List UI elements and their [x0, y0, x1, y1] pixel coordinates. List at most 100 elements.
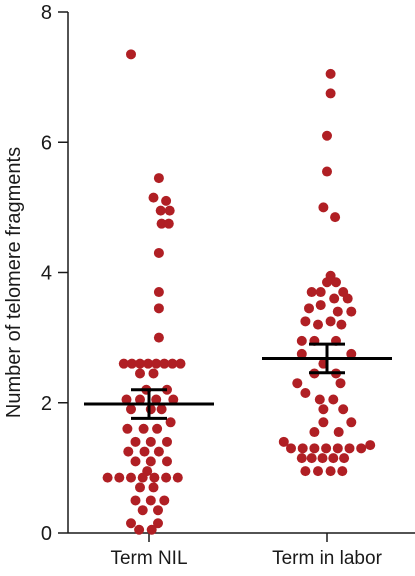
y-tick-label: 6: [41, 132, 52, 154]
data-point: [297, 443, 308, 454]
data-point: [344, 443, 355, 454]
data-point: [159, 495, 170, 506]
data-point: [167, 358, 178, 369]
data-point: [121, 394, 132, 405]
data-point: [118, 358, 129, 369]
data-point: [135, 394, 145, 405]
data-point: [134, 524, 145, 535]
data-point: [126, 518, 136, 529]
data-point: [300, 316, 311, 327]
data-point: [333, 427, 344, 438]
data-point: [318, 404, 329, 415]
data-point: [153, 332, 164, 343]
data-point: [149, 472, 160, 483]
data-point: [356, 443, 367, 454]
data-point: [321, 443, 332, 454]
data-point: [159, 358, 170, 369]
data-point: [114, 472, 125, 483]
data-point: [328, 394, 339, 405]
data-point: [330, 212, 341, 223]
summary-bars: [84, 342, 392, 420]
data-point: [331, 277, 341, 288]
data-point: [139, 446, 150, 457]
data-point: [296, 348, 307, 359]
data-point: [314, 394, 325, 405]
data-point: [151, 358, 162, 369]
data-point: [148, 368, 159, 379]
data-point: [148, 482, 159, 493]
data-point: [138, 423, 149, 434]
data-point: [153, 173, 164, 184]
data-point: [130, 436, 141, 447]
data-point: [332, 306, 343, 317]
data-point: [306, 287, 317, 298]
data-point: [346, 348, 357, 359]
data-point: [336, 319, 347, 330]
data-point: [163, 218, 174, 229]
y-tick-label: 2: [41, 393, 52, 415]
data-point: [143, 358, 154, 369]
axes: 0 2 4 6 8 Term NIL Term in labor: [41, 2, 415, 569]
data-point: [315, 287, 326, 298]
data-point: [292, 378, 303, 389]
data-point: [126, 49, 136, 60]
data-point: [155, 205, 166, 216]
data-point: [168, 394, 179, 405]
data-point: [162, 456, 172, 467]
data-point: [153, 287, 164, 298]
data-point: [152, 423, 163, 434]
y-ticks: 0 2 4 6 8: [41, 2, 68, 545]
data-point: [175, 358, 186, 369]
data-point: [325, 466, 336, 477]
data-point: [145, 456, 156, 467]
data-point: [135, 368, 145, 379]
data-point: [322, 277, 332, 288]
data-point: [137, 505, 148, 516]
data-points: [102, 49, 376, 535]
data-point: [309, 427, 320, 438]
data-point: [300, 387, 311, 398]
y-tick-label: 8: [41, 2, 52, 24]
data-point: [162, 436, 172, 447]
data-point: [337, 466, 348, 477]
data-point: [342, 293, 353, 304]
data-point: [123, 446, 134, 457]
data-point: [137, 472, 148, 483]
data-point: [161, 195, 172, 206]
data-point: [172, 472, 183, 483]
data-point: [329, 293, 340, 304]
data-point: [126, 472, 136, 483]
data-point: [335, 378, 346, 389]
x-category-label: Term NIL: [110, 548, 187, 569]
data-point: [309, 443, 320, 454]
x-category-label: Term in labor: [272, 548, 382, 569]
data-point: [338, 404, 349, 415]
data-point: [300, 466, 311, 477]
data-point: [156, 218, 167, 229]
data-point: [318, 202, 329, 213]
data-point: [365, 440, 376, 451]
data-point: [153, 247, 164, 258]
data-point: [135, 482, 145, 493]
data-point: [151, 394, 162, 405]
data-point: [346, 417, 357, 428]
data-point: [325, 316, 336, 327]
data-point: [153, 518, 163, 529]
x-ticks: Term NIL Term in labor: [110, 533, 383, 569]
data-point: [296, 335, 307, 346]
data-point: [317, 453, 328, 464]
data-point: [318, 417, 329, 428]
data-point: [296, 453, 307, 464]
data-point: [306, 453, 317, 464]
data-point: [278, 436, 289, 447]
data-point: [130, 495, 141, 506]
data-point: [165, 417, 176, 428]
data-point: [322, 166, 332, 177]
data-point: [313, 319, 323, 330]
data-point: [164, 205, 175, 216]
data-point: [313, 466, 323, 477]
data-point: [146, 524, 157, 535]
y-tick-label: 0: [41, 523, 52, 545]
data-point: [145, 404, 156, 415]
data-point: [145, 436, 156, 447]
